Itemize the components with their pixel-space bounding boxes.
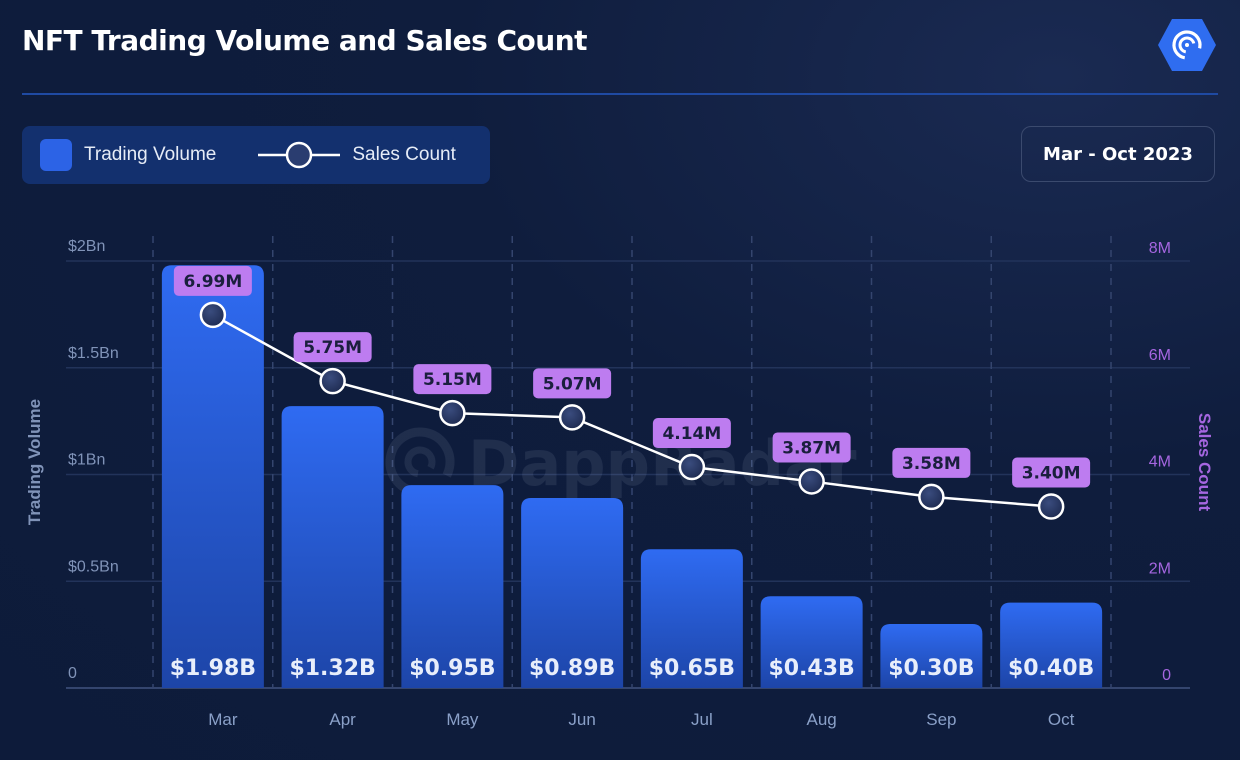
bars: $1.98B $1.32B $0.95B $0.89B $0.65B $0.43B $0.3… bbox=[161, 265, 1103, 688]
title-divider bbox=[22, 93, 1218, 95]
legend-trading-volume[interactable]: Trading Volume bbox=[84, 144, 217, 165]
bar-value-label: $1.98B bbox=[170, 656, 256, 681]
sales-count-label: 6.99M bbox=[183, 272, 242, 292]
x-tick-label: Jul bbox=[691, 710, 713, 729]
y-left-tick-label: $2Bn bbox=[68, 238, 105, 255]
x-tick-label: Apr bbox=[329, 710, 356, 729]
sales-count-label: 3.87M bbox=[782, 438, 841, 458]
sales-count-line bbox=[212, 313, 1052, 508]
chart-title: NFT Trading Volume and Sales Count bbox=[22, 24, 588, 57]
bar-value-label: $0.89B bbox=[529, 656, 615, 681]
x-tick-label: May bbox=[446, 710, 479, 729]
bar-trading-volume[interactable] bbox=[760, 596, 863, 688]
sales-count-label-bg bbox=[892, 447, 971, 478]
sales-count-label-bg bbox=[413, 364, 492, 395]
sales-count-point[interactable] bbox=[319, 367, 346, 395]
x-tick-label: Oct bbox=[1048, 710, 1075, 729]
bar-value-label: $0.30B bbox=[888, 656, 974, 681]
sales-count-label-bg bbox=[772, 432, 851, 463]
axes: 0 $0.5Bn $1Bn $1.5Bn $2Bn 0 2M 4M 6M 8M Mar Apr May J… bbox=[68, 238, 1171, 729]
y-right-tick-label: 4M bbox=[1149, 454, 1171, 471]
bar-value-label: $0.95B bbox=[409, 656, 495, 681]
bar-trading-volume[interactable] bbox=[281, 406, 384, 688]
sales-count-point[interactable] bbox=[199, 301, 227, 329]
y-right-tick-label: 6M bbox=[1149, 347, 1171, 364]
bar-value-label: $0.43B bbox=[768, 656, 854, 681]
sales-count-label-bg bbox=[293, 332, 372, 363]
sales-count-point[interactable] bbox=[558, 404, 586, 431]
y-left-tick-label: $1Bn bbox=[68, 452, 105, 469]
y-right-tick-label: 8M bbox=[1149, 240, 1171, 257]
sales-count-label: 5.75M bbox=[303, 338, 362, 358]
sales-count-point[interactable] bbox=[1037, 493, 1065, 520]
x-tick-label: Sep bbox=[926, 710, 956, 729]
bar-trading-volume[interactable] bbox=[1000, 602, 1103, 688]
sales-count-label: 3.58M bbox=[902, 454, 961, 474]
x-tick-label: Mar bbox=[208, 710, 238, 729]
y-left-tick-label: 0 bbox=[68, 665, 77, 682]
bar-trading-volume[interactable] bbox=[880, 623, 983, 688]
sales-count-label-bg bbox=[1012, 457, 1091, 488]
square-swatch-icon bbox=[40, 139, 72, 171]
bar-value-label: $1.32B bbox=[289, 656, 375, 681]
y-left-tick-label: $0.5Bn bbox=[68, 558, 119, 575]
dappradar-logo-icon bbox=[1158, 19, 1216, 71]
sales-count-point[interactable] bbox=[678, 453, 706, 481]
date-range-button[interactable]: Mar - Oct 2023 bbox=[1021, 126, 1215, 182]
sales-count-label: 5.07M bbox=[543, 374, 602, 394]
sales-line: 6.99M 5.75M 5.15M 5.07M 4.14M 3.87M 3.58M 3.40M bbox=[173, 265, 1091, 520]
bar-value-label: $0.65B bbox=[649, 656, 735, 681]
bar-trading-volume[interactable] bbox=[161, 265, 264, 688]
sales-count-label: 4.14M bbox=[662, 424, 721, 444]
sales-count-label-bg bbox=[533, 368, 612, 399]
sales-count-label: 5.15M bbox=[423, 370, 482, 390]
bar-trading-volume[interactable] bbox=[521, 497, 624, 688]
bar-trading-volume[interactable] bbox=[401, 485, 504, 688]
sales-count-point[interactable] bbox=[439, 399, 466, 427]
sales-count-label-bg bbox=[652, 418, 731, 449]
sales-count-label-bg bbox=[173, 265, 252, 296]
bar-trading-volume[interactable] bbox=[640, 549, 743, 688]
legend-sales-count[interactable]: Sales Count bbox=[352, 144, 456, 165]
x-tick-label: Aug bbox=[807, 710, 837, 729]
y-right-tick-label: 2M bbox=[1149, 560, 1171, 577]
sales-count-point[interactable] bbox=[798, 468, 825, 495]
sales-count-point[interactable] bbox=[918, 483, 945, 511]
y-right-tick-label: 0 bbox=[1162, 667, 1171, 684]
y-left-tick-label: $1.5Bn bbox=[68, 345, 119, 362]
bar-value-label: $0.40B bbox=[1008, 656, 1094, 681]
line-marker-icon bbox=[258, 141, 341, 169]
chart-legend: Trading Volume Sales Count bbox=[22, 126, 490, 184]
sales-count-label: 3.40M bbox=[1022, 464, 1081, 484]
x-tick-label: Jun bbox=[568, 710, 595, 729]
